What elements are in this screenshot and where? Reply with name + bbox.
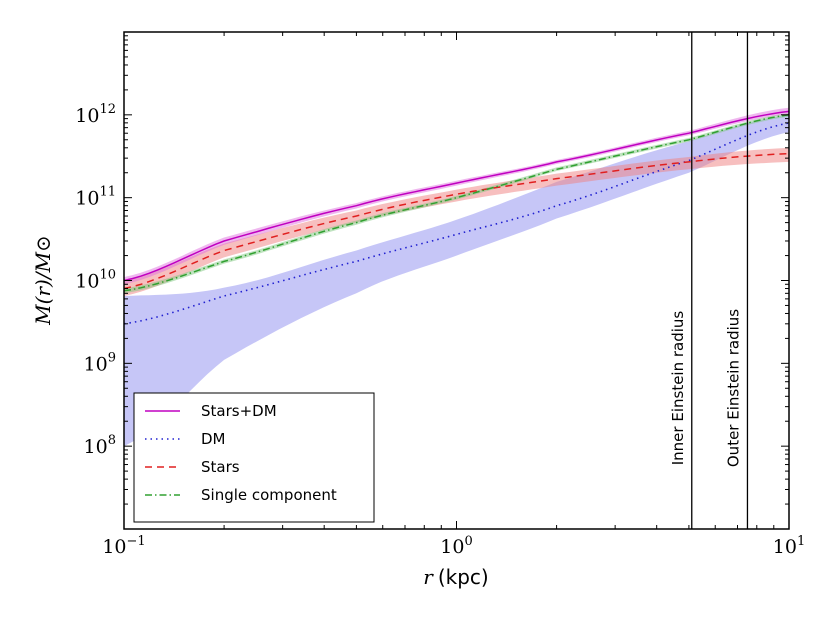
legend-label-dm: DM xyxy=(201,430,226,448)
x-tick-label: 10−1 xyxy=(102,534,145,558)
band-stars xyxy=(124,147,789,296)
y-tick-label: 109 xyxy=(84,350,116,375)
axis-ticks xyxy=(123,32,790,530)
einstein-radius-lines: Inner Einstein radius Outer Einstein radi… xyxy=(669,32,749,529)
band-dm xyxy=(124,114,789,447)
series-lines xyxy=(123,110,790,325)
band-stars-dm xyxy=(124,107,789,285)
legend: Stars+DM DM Stars Single component xyxy=(133,392,375,523)
band-single-component xyxy=(124,113,789,294)
x-tick-labels: 10−1 100 101 xyxy=(102,534,805,558)
x-tick-label: 101 xyxy=(773,534,805,558)
legend-box xyxy=(133,392,375,523)
y-tick-label: 108 xyxy=(84,433,116,458)
legend-label-stars-dm: Stars+DM xyxy=(201,402,277,420)
x-tick-label: 100 xyxy=(440,534,472,558)
y-tick-label: 1012 xyxy=(75,102,116,127)
vline-label-outer-einstein-radius: Outer Einstein radius xyxy=(724,309,742,467)
y-tick-labels: 108 109 1010 1011 1012 xyxy=(75,102,116,458)
legend-label-single-component: Single component xyxy=(201,486,337,504)
uncertainty-bands xyxy=(124,107,789,447)
line-stars-dm xyxy=(123,110,790,282)
y-axis-label: M(r)/M⊙ xyxy=(31,235,55,326)
y-tick-label: 1011 xyxy=(75,185,116,210)
line-stars xyxy=(123,152,790,290)
vline-label-inner-einstein-radius: Inner Einstein radius xyxy=(669,311,687,466)
y-tick-label: 1010 xyxy=(75,268,116,293)
x-axis-label: r (kpc) xyxy=(423,565,488,589)
legend-label-stars: Stars xyxy=(201,458,240,476)
line-single-component xyxy=(123,114,790,292)
